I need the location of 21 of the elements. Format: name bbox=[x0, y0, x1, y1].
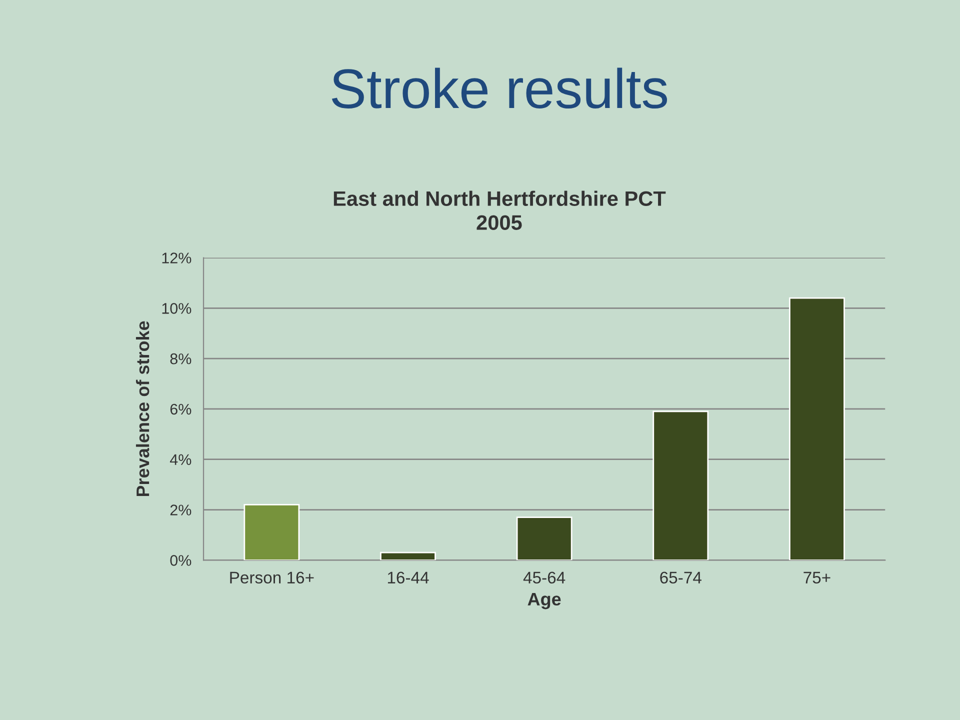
bar bbox=[380, 552, 436, 560]
y-axis-title: Prevalence of stroke bbox=[136, 321, 150, 496]
y-tick-label: 10% bbox=[162, 303, 192, 314]
x-axis-title: Age bbox=[528, 592, 561, 610]
x-tick-label: Person 16+ bbox=[230, 572, 314, 584]
chart-subtitle: East and North Hertfordshire PCT 2005 bbox=[334, 190, 666, 230]
bar bbox=[244, 504, 300, 560]
bar bbox=[516, 516, 572, 560]
y-tick-label: 4% bbox=[170, 454, 192, 465]
x-tick-label: 45-64 bbox=[523, 572, 566, 584]
y-tick-label: 12% bbox=[162, 252, 192, 264]
y-tick-label: 6% bbox=[170, 404, 192, 415]
y-tick-label: 0% bbox=[170, 555, 192, 566]
y-tick-label: 8% bbox=[170, 353, 192, 364]
bar bbox=[789, 297, 845, 560]
x-tick-label: 75+ bbox=[804, 572, 830, 584]
x-tick-label: 16-44 bbox=[388, 572, 429, 584]
bar bbox=[652, 410, 709, 560]
x-tick-label: 65-74 bbox=[660, 572, 702, 584]
chart-title: Stroke results bbox=[332, 68, 668, 109]
y-tick-label: 2% bbox=[170, 504, 192, 516]
